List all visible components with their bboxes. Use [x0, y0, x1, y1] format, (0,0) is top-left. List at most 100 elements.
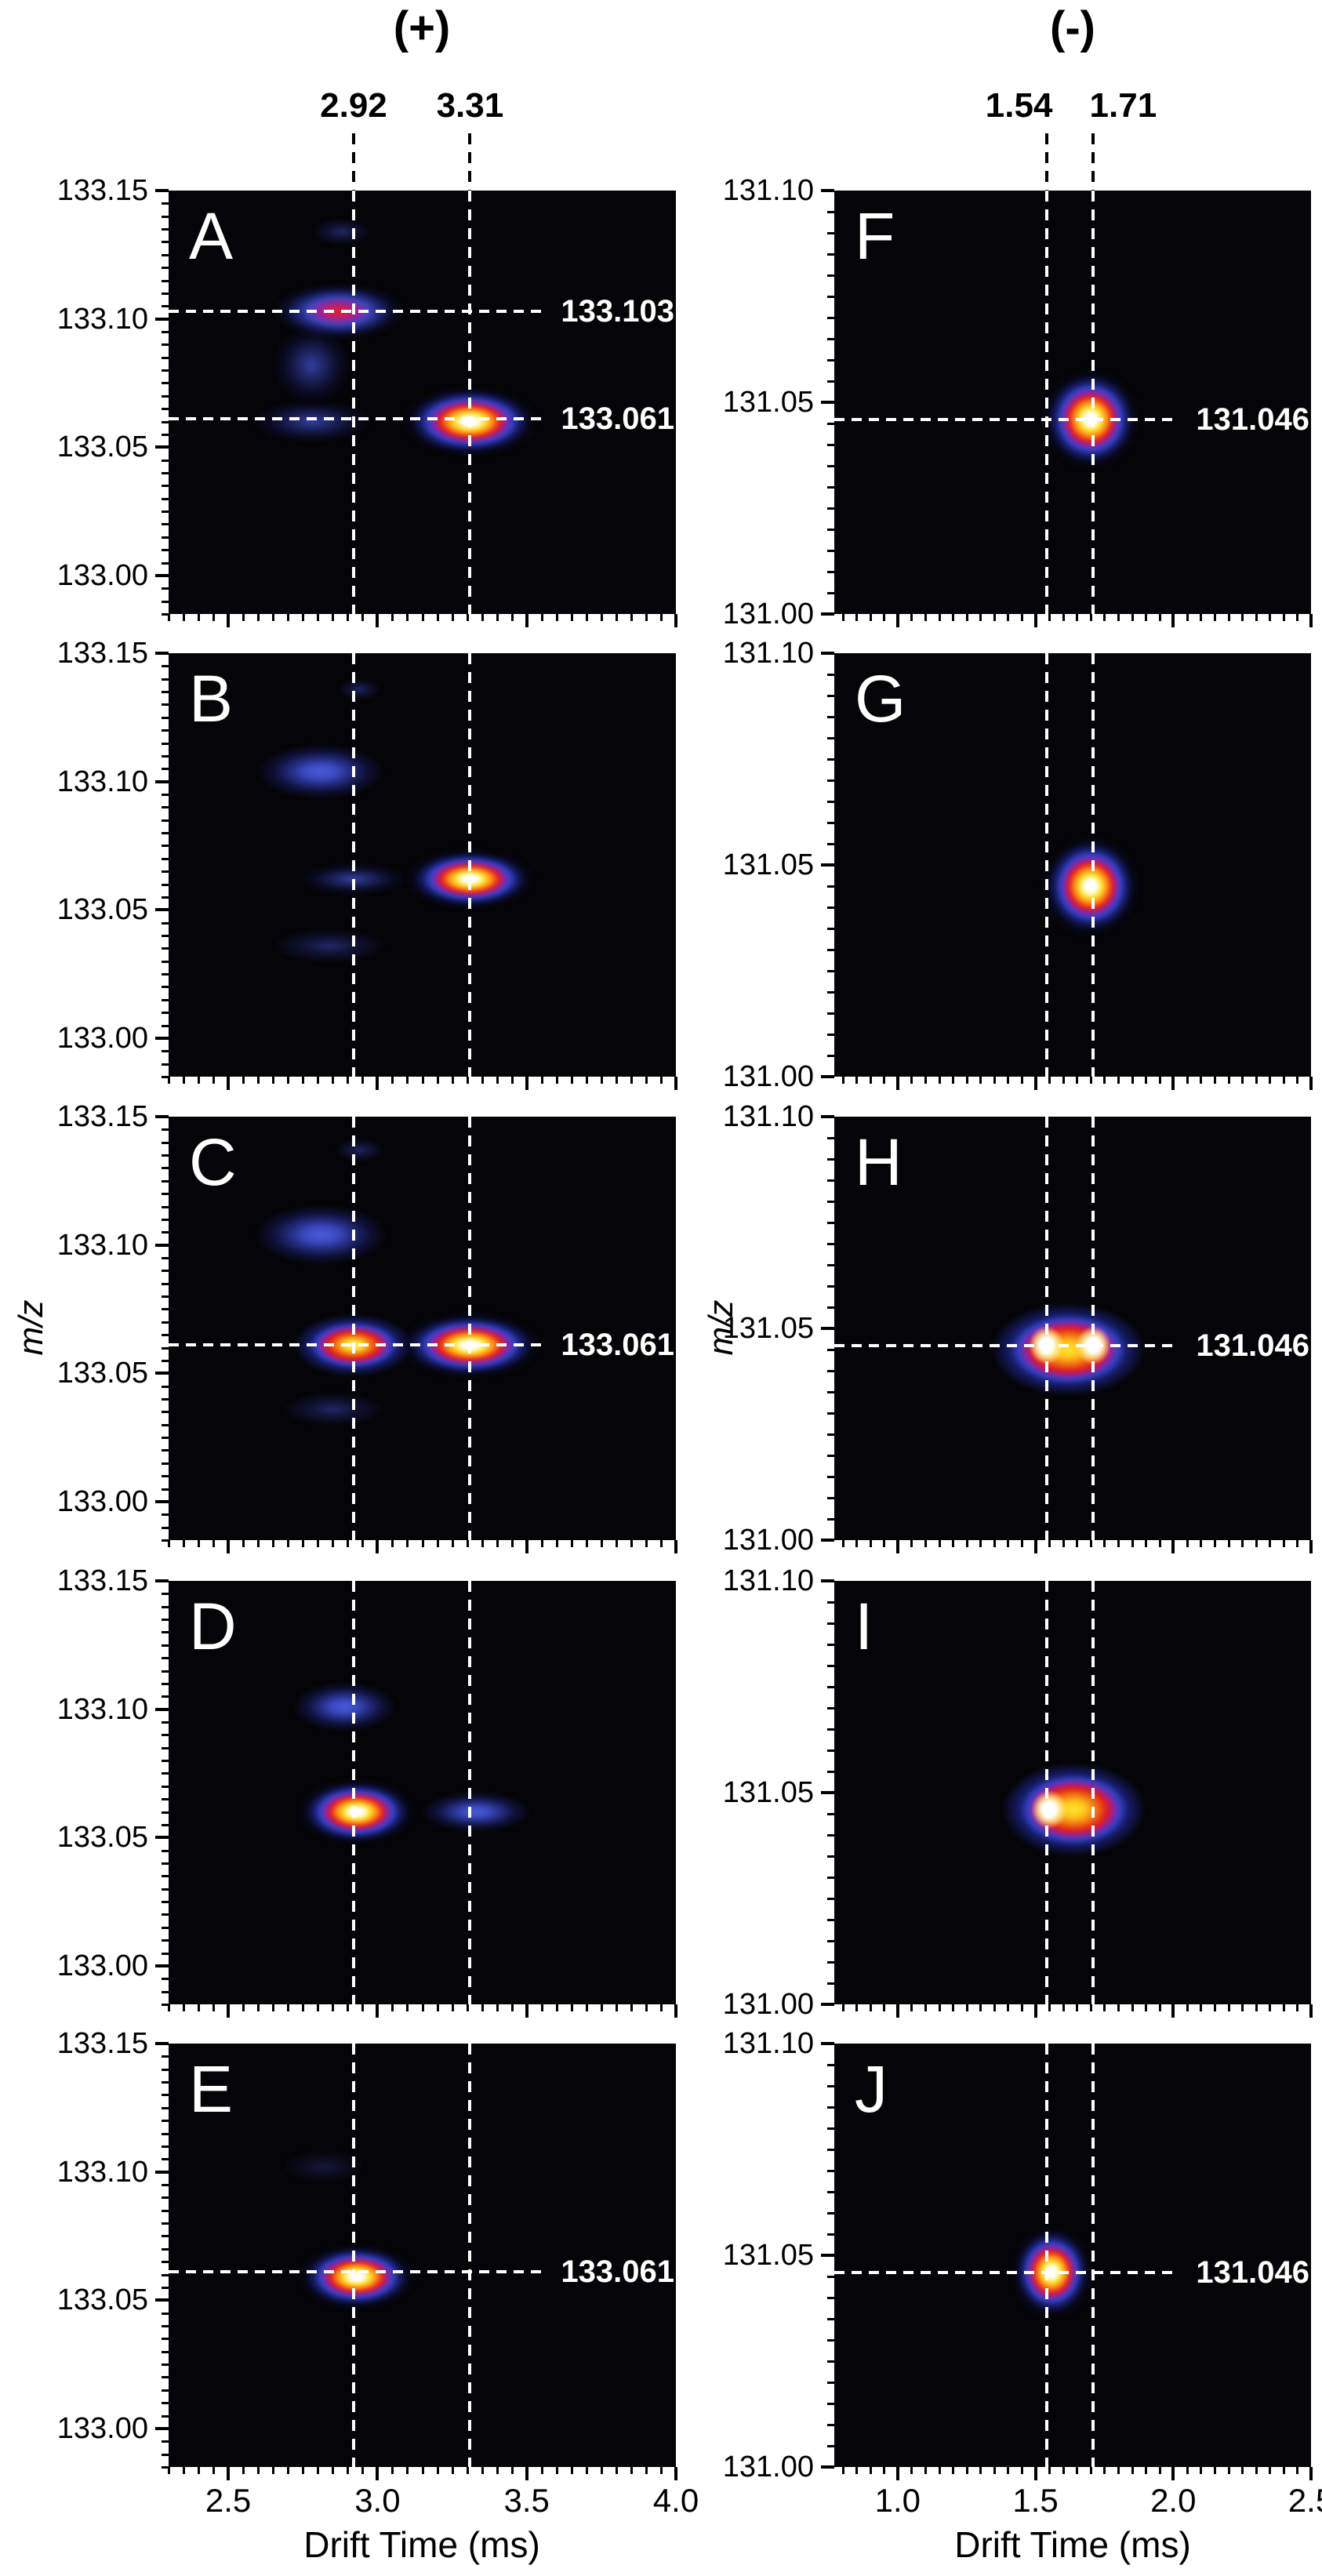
drift-guide-line	[1091, 2044, 1095, 2467]
x-minor-tick	[1076, 1077, 1079, 1084]
x-minor-tick	[302, 1540, 305, 1547]
y-minor-tick	[162, 2350, 169, 2353]
heat-blob	[291, 1680, 399, 1733]
x-minor-tick	[466, 1540, 469, 1547]
x-minor-tick	[555, 1077, 558, 1084]
y-minor-tick	[162, 1385, 169, 1388]
x-minor-tick	[272, 614, 275, 621]
x-minor-tick	[841, 614, 844, 621]
x-minor-tick	[979, 2467, 982, 2474]
x-minor-tick	[1227, 1540, 1230, 1547]
y-major-tick	[821, 401, 834, 404]
x-minor-tick	[1048, 1077, 1051, 1084]
x-minor-tick	[869, 2467, 872, 2474]
y-minor-tick	[162, 806, 169, 809]
y-tick-label: 133.10	[56, 2155, 148, 2189]
x-minor-tick	[630, 614, 633, 621]
y-minor-tick	[827, 2191, 834, 2193]
x-minor-tick	[600, 2004, 603, 2011]
x-minor-tick	[1048, 2467, 1051, 2474]
y-minor-tick	[162, 549, 169, 552]
y-minor-tick	[827, 1622, 834, 1625]
y-minor-tick	[162, 1644, 169, 1647]
x-minor-tick	[1269, 1540, 1272, 1547]
y-minor-tick	[162, 1682, 169, 1685]
x-minor-tick	[257, 1540, 260, 1547]
x-minor-tick	[257, 2004, 260, 2011]
y-minor-tick	[827, 359, 834, 362]
x-minor-tick	[183, 1077, 186, 1084]
x-minor-tick	[1131, 2467, 1134, 2474]
x-minor-tick	[924, 1077, 927, 1084]
x-minor-tick	[436, 2467, 439, 2474]
x-minor-tick	[1076, 2467, 1079, 2474]
panel-letter-C: C	[189, 1125, 237, 1199]
heat-blob	[419, 1791, 533, 1833]
y-tick-label: 131.10	[722, 637, 814, 670]
y-minor-tick	[827, 1306, 834, 1309]
x-minor-tick	[481, 1077, 484, 1084]
x-minor-tick	[855, 614, 859, 621]
x-major-tick	[1309, 614, 1313, 627]
y-minor-tick	[162, 331, 169, 333]
x-minor-tick	[938, 1540, 941, 1547]
x-minor-tick	[436, 1540, 439, 1547]
x-minor-tick	[1186, 2004, 1189, 2011]
x-major-tick	[227, 614, 231, 627]
x-minor-tick	[910, 1077, 913, 1084]
heat-blob	[311, 219, 372, 245]
y-minor-tick	[162, 2235, 169, 2238]
heat-blob	[281, 2149, 366, 2184]
panel-E: 133.061 E	[169, 2044, 676, 2467]
x-minor-tick	[287, 2004, 290, 2011]
y-tick-label: 133.15	[56, 1564, 148, 1597]
y-minor-tick	[162, 1849, 169, 1852]
x-major-tick	[1171, 1077, 1175, 1090]
y-minor-tick	[162, 394, 169, 398]
y-minor-tick	[162, 613, 169, 616]
x-minor-tick	[1158, 614, 1161, 621]
y-tick-label: 133.15	[56, 1100, 148, 1133]
y-minor-tick	[162, 510, 169, 514]
x-minor-tick	[332, 1077, 335, 1084]
x-minor-tick	[1103, 2004, 1106, 2011]
y-minor-tick	[827, 907, 834, 909]
x-minor-tick	[540, 614, 543, 621]
y-minor-tick	[162, 1308, 169, 1311]
x-minor-tick	[1020, 1077, 1023, 1084]
y-minor-tick	[162, 1901, 169, 1904]
x-minor-tick	[1131, 614, 1134, 621]
y-minor-tick	[827, 338, 834, 340]
y-minor-tick	[162, 497, 169, 500]
y-minor-tick	[162, 2261, 169, 2264]
x-minor-tick	[287, 2467, 290, 2474]
x-minor-tick	[979, 614, 982, 621]
x-minor-tick	[496, 2004, 499, 2011]
y-minor-tick	[162, 2402, 169, 2405]
y-minor-tick	[827, 2297, 834, 2299]
y-minor-tick	[827, 465, 834, 467]
x-minor-tick	[645, 1077, 648, 1084]
y-minor-tick	[827, 1370, 834, 1372]
x-minor-tick	[1062, 1540, 1065, 1547]
x-minor-tick	[1158, 1077, 1161, 1084]
y-minor-tick	[827, 1179, 834, 1182]
x-minor-tick	[168, 1077, 170, 1084]
x-minor-tick	[965, 2004, 968, 2011]
column-header-negative: (-)	[1050, 2, 1095, 53]
x-minor-tick	[659, 2004, 663, 2011]
panel-D: D	[169, 1581, 676, 2004]
y-major-tick	[821, 863, 834, 867]
mz-annotation-label: 131.046	[1196, 1328, 1309, 1363]
y-major-tick	[821, 2003, 834, 2006]
y-minor-tick	[162, 1785, 169, 1788]
y-minor-tick	[162, 960, 169, 963]
y-minor-tick	[162, 921, 169, 925]
mz-annotation-label: 133.061	[561, 1328, 674, 1363]
mz-annotation-label: 133.103	[561, 293, 674, 329]
x-minor-tick	[1117, 2004, 1120, 2011]
x-minor-tick	[242, 2004, 245, 2011]
y-minor-tick	[827, 991, 834, 994]
x-minor-tick	[1227, 614, 1230, 621]
x-minor-tick	[1145, 2004, 1148, 2011]
